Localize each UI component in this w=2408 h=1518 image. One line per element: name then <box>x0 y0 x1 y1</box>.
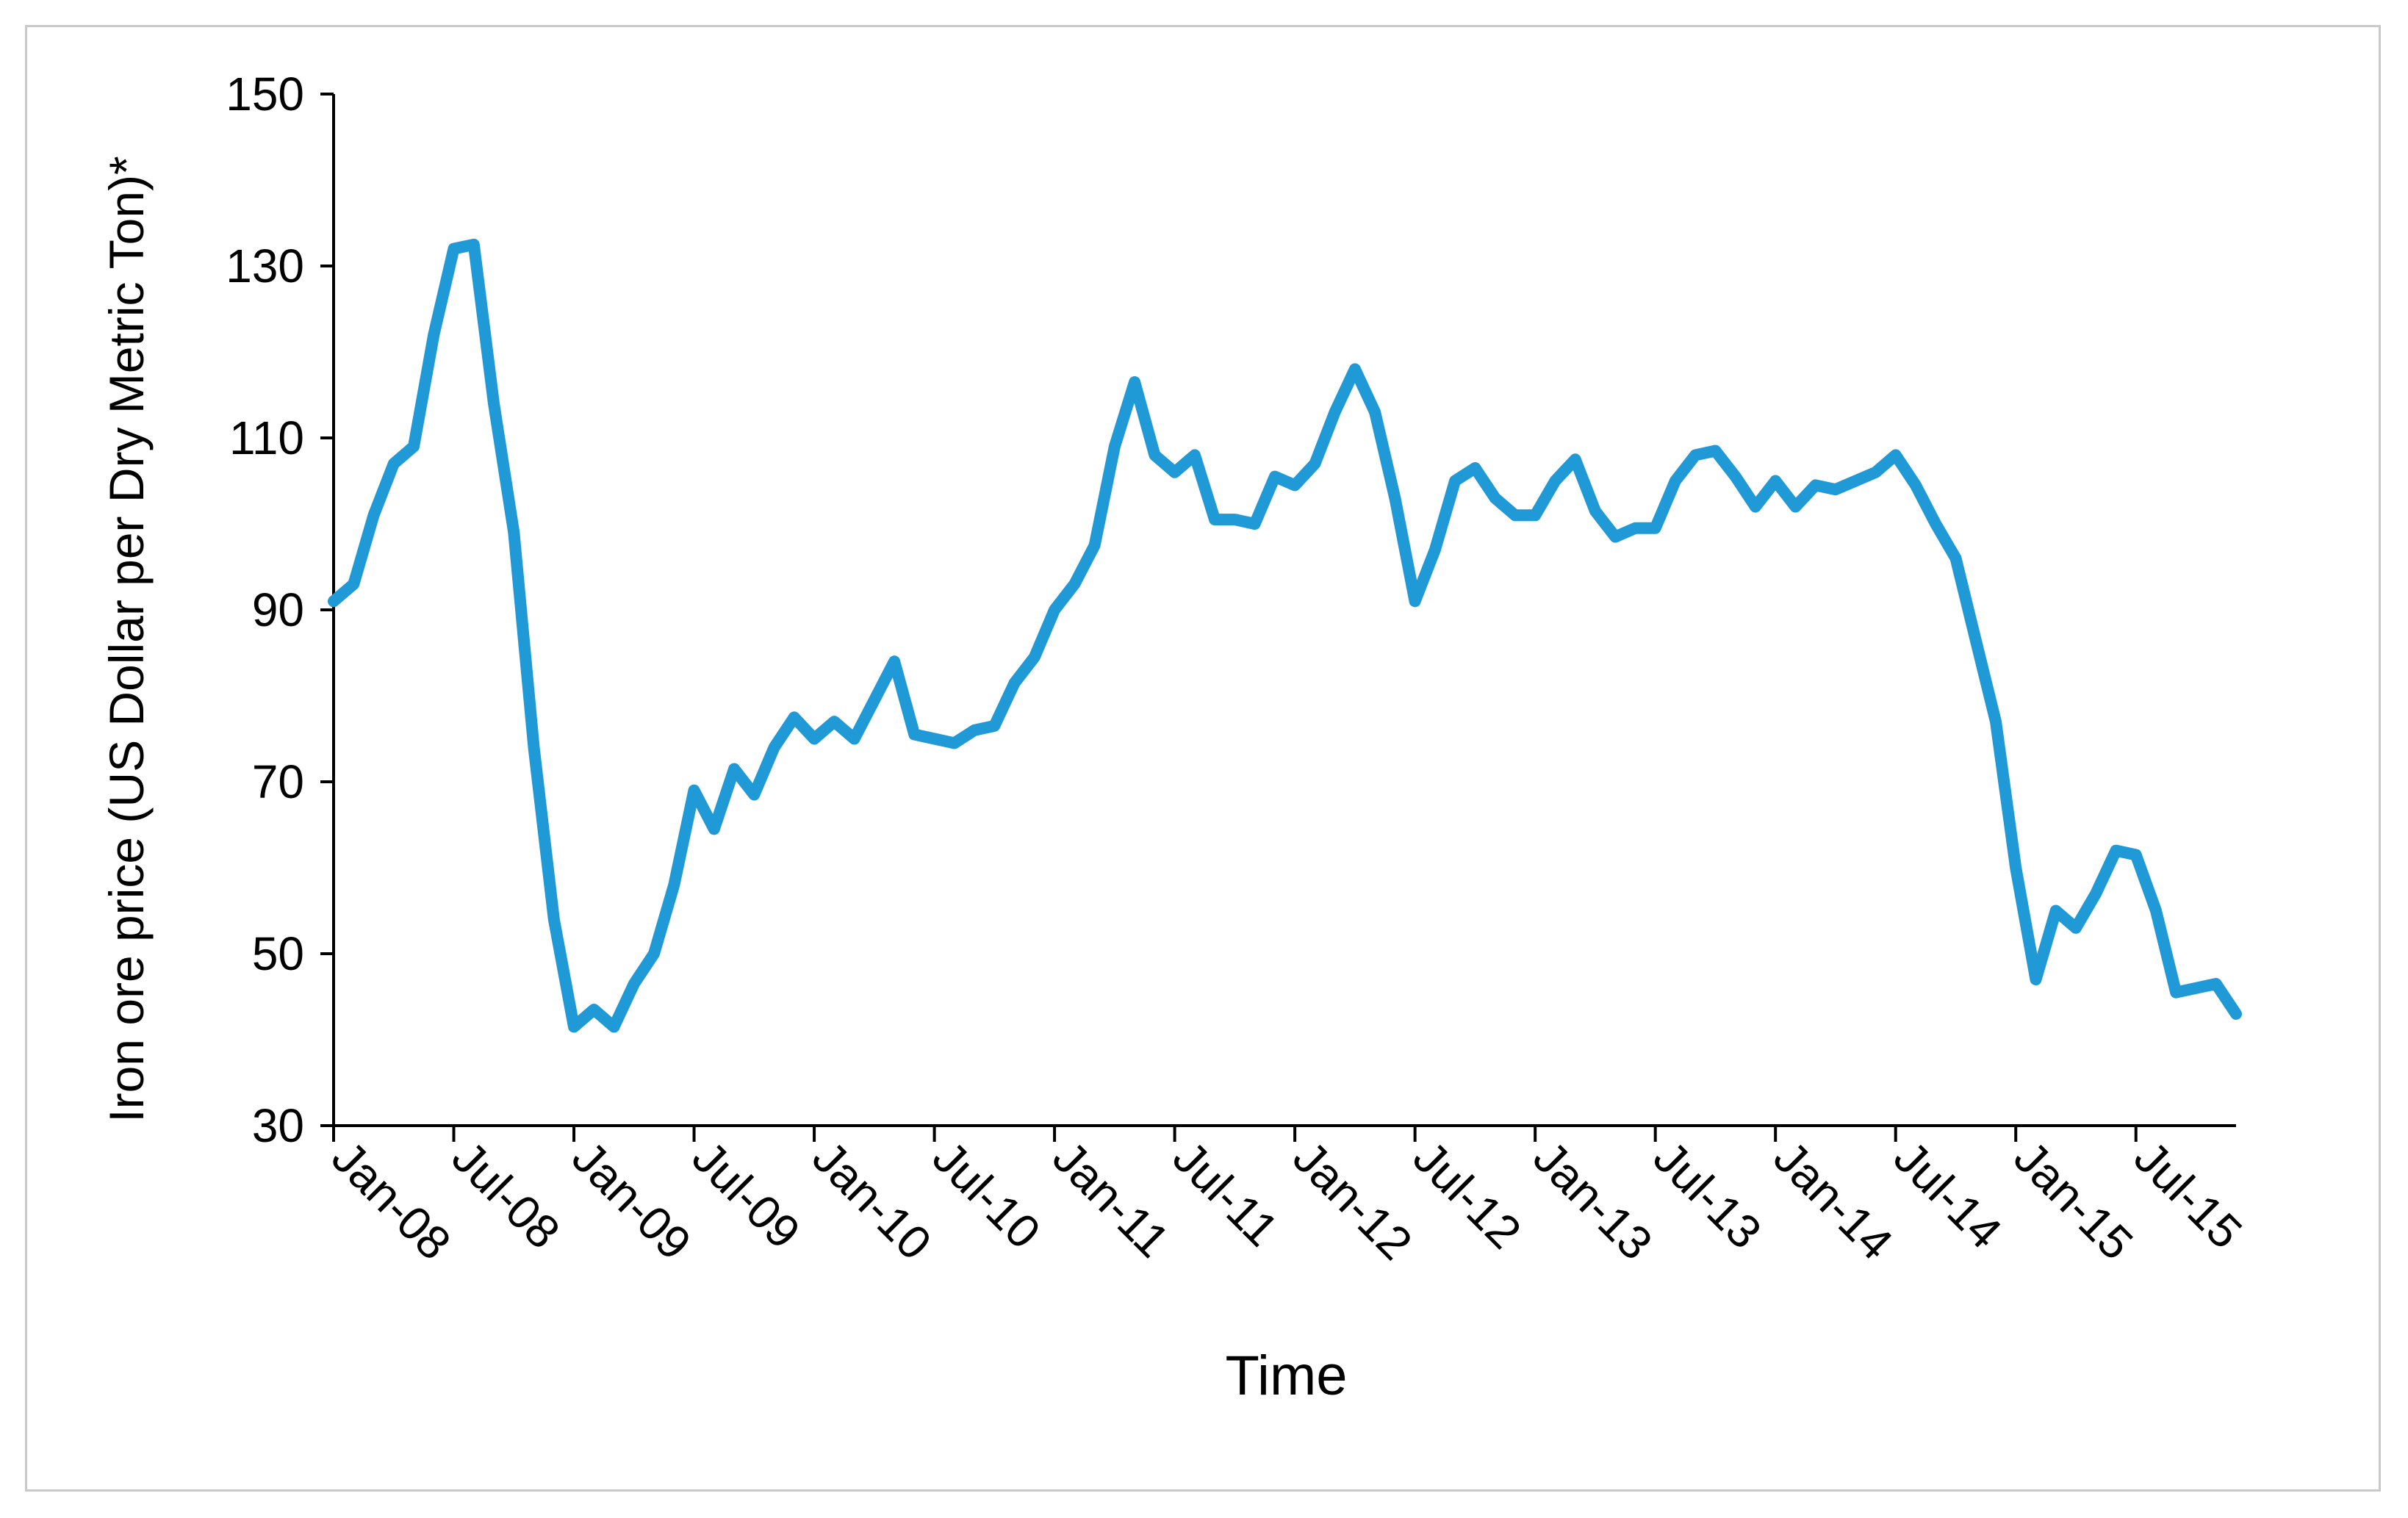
x-tick-label: Jan-12 <box>1283 1131 1422 1270</box>
chart-frame <box>25 25 2381 1492</box>
x-tick-label: Jul-13 <box>1644 1131 1772 1259</box>
x-tick-label: Jan-13 <box>1523 1131 1662 1270</box>
y-tick-label: 150 <box>226 68 304 120</box>
x-axis-title: Time <box>1225 1345 1347 1407</box>
x-tick-labels: Jan-08Jul-08Jan-09Jul-09Jan-10Jul-10Jan-… <box>322 1131 2252 1270</box>
x-tick-label: Jan-11 <box>1043 1131 1179 1267</box>
x-tick-label: Jul-08 <box>442 1131 570 1259</box>
y-tick-label: 70 <box>252 755 304 808</box>
y-tick-label: 110 <box>229 411 304 464</box>
x-tick-label: Jul-12 <box>1404 1131 1531 1259</box>
axes <box>320 93 2236 1142</box>
x-tick-label: Jan-08 <box>322 1131 461 1270</box>
x-tick-label: Jan-09 <box>562 1131 701 1270</box>
y-tick-label: 30 <box>252 1099 304 1152</box>
y-tick-label: 90 <box>252 583 304 636</box>
x-tick-label: Jul-09 <box>683 1131 811 1259</box>
x-tick-label: Jan-14 <box>1764 1131 1902 1270</box>
iron-ore-price-line <box>328 238 2242 1033</box>
y-axis-title: Iron ore price (US Dollar per Dry Metric… <box>99 156 154 1123</box>
x-tick-label: Jul-14 <box>1884 1131 2012 1259</box>
x-tick-label: Jul-10 <box>923 1131 1051 1259</box>
x-tick-label: Jul-15 <box>2124 1131 2252 1259</box>
y-tick-label: 50 <box>252 927 304 980</box>
y-tick-labels: 30 50 70 90 110 130 150 <box>226 68 304 1152</box>
y-tick-label: 130 <box>226 240 304 292</box>
x-tick-label: Jan-15 <box>2004 1131 2143 1270</box>
x-tick-label: Jan-10 <box>802 1131 941 1270</box>
x-tick-label: Jul-11 <box>1163 1131 1289 1256</box>
